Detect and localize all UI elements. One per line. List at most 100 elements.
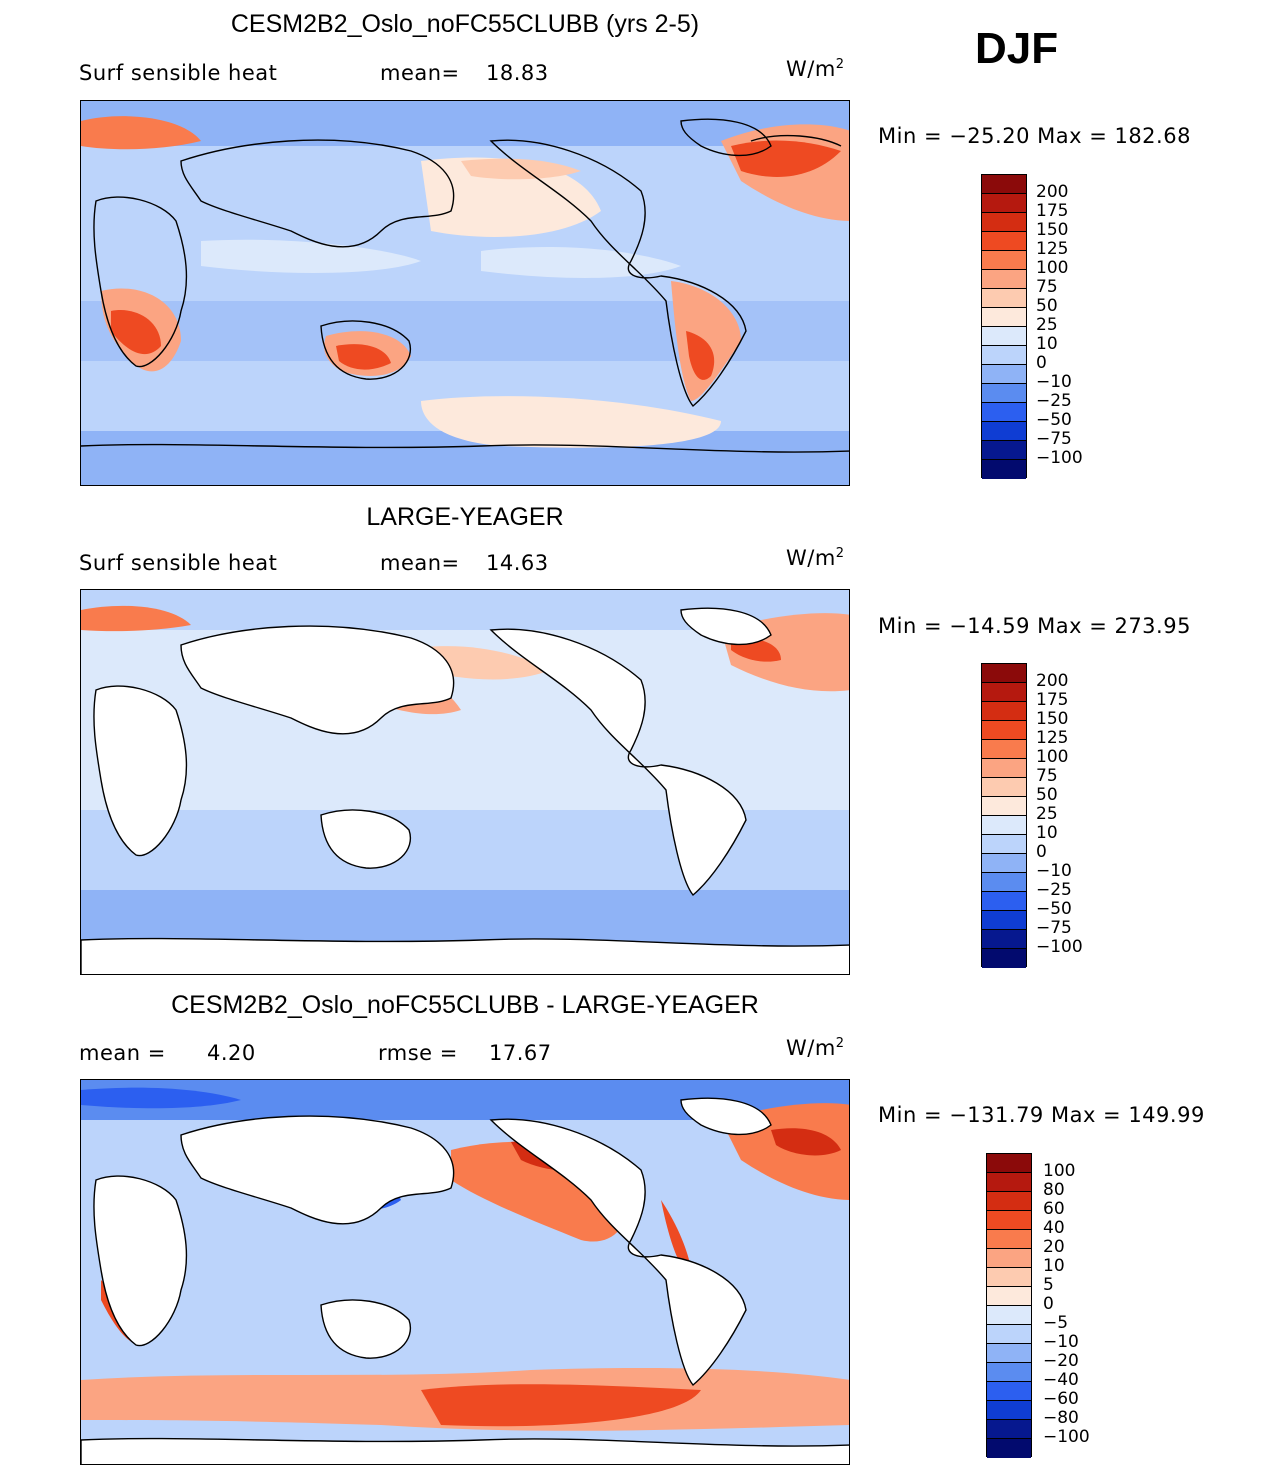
- colorbar-tick-label: 50: [1036, 296, 1058, 316]
- colorbar-tick-label: 0: [1043, 1294, 1054, 1314]
- panel-2-colorbar: [981, 663, 1027, 968]
- colorbar-segment: [987, 1420, 1031, 1439]
- colorbar-segment: [982, 740, 1026, 759]
- colorbar-segment: [982, 251, 1026, 270]
- season-label: DJF: [975, 24, 1059, 73]
- panel-3-map: [80, 1079, 850, 1465]
- colorbar-tick-label: −80: [1043, 1408, 1079, 1428]
- colorbar-tick-label: 125: [1036, 728, 1069, 748]
- colorbar-tick-label: −25: [1036, 391, 1072, 411]
- colorbar-segment: [982, 270, 1026, 289]
- panel-3-units: W/m2: [786, 1036, 845, 1060]
- colorbar-segment: [982, 664, 1026, 683]
- colorbar-segment: [987, 1173, 1031, 1192]
- colorbar-segment: [982, 778, 1026, 797]
- colorbar-tick-label: 100: [1036, 747, 1069, 767]
- panel-1-minmax: Min = −25.20 Max = 182.68: [878, 124, 1191, 148]
- colorbar-segment: [987, 1249, 1031, 1268]
- colorbar-segment: [987, 1439, 1031, 1458]
- panel-2-mean-label: mean=: [380, 551, 460, 575]
- colorbar-tick-label: −10: [1036, 372, 1072, 392]
- colorbar-segment: [987, 1344, 1031, 1363]
- colorbar-segment: [982, 213, 1026, 232]
- colorbar-segment: [987, 1382, 1031, 1401]
- colorbar-tick-label: 150: [1036, 220, 1069, 240]
- colorbar-segment: [982, 422, 1026, 441]
- colorbar-segment: [982, 892, 1026, 911]
- colorbar-tick-label: −50: [1036, 899, 1072, 919]
- colorbar-segment: [982, 854, 1026, 873]
- colorbar-tick-label: 125: [1036, 239, 1069, 259]
- colorbar-segment: [982, 835, 1026, 854]
- colorbar-segment: [982, 911, 1026, 930]
- panel-3-rmse-label: rmse =: [378, 1041, 458, 1065]
- panel-2-mean-value: 14.63: [486, 551, 549, 575]
- panel-3-rmse-value: 17.67: [489, 1041, 552, 1065]
- colorbar-tick-label: 40: [1043, 1218, 1065, 1238]
- colorbar-tick-label: 200: [1036, 182, 1069, 202]
- colorbar-tick-label: −10: [1043, 1332, 1079, 1352]
- colorbar-segment: [982, 441, 1026, 460]
- colorbar-tick-label: 200: [1036, 671, 1069, 691]
- colorbar-tick-label: 5: [1043, 1275, 1054, 1295]
- panel-2-minmax: Min = −14.59 Max = 273.95: [878, 614, 1191, 638]
- panel-1-units: W/m2: [786, 57, 845, 81]
- colorbar-tick-label: −75: [1036, 429, 1072, 449]
- colorbar-segment: [982, 194, 1026, 213]
- colorbar-segment: [982, 308, 1026, 327]
- colorbar-tick-label: 175: [1036, 201, 1069, 221]
- panel-2-units: W/m2: [786, 546, 845, 570]
- colorbar-segment: [982, 365, 1026, 384]
- colorbar-tick-label: 25: [1036, 804, 1058, 824]
- colorbar-segment: [987, 1325, 1031, 1344]
- panel-1-title: CESM2B2_Oslo_noFC55CLUBB (yrs 2-5): [230, 10, 700, 38]
- colorbar-tick-label: 10: [1043, 1256, 1065, 1276]
- panel-2-variable-label: Surf sensible heat: [79, 551, 278, 575]
- colorbar-segment: [987, 1268, 1031, 1287]
- colorbar-tick-label: −75: [1036, 918, 1072, 938]
- colorbar-segment: [982, 683, 1026, 702]
- colorbar-tick-label: −40: [1043, 1370, 1079, 1390]
- colorbar-tick-label: 100: [1043, 1161, 1076, 1181]
- colorbar-segment: [982, 721, 1026, 740]
- colorbar-segment: [982, 346, 1026, 365]
- colorbar-segment: [982, 460, 1026, 479]
- colorbar-segment: [982, 797, 1026, 816]
- colorbar-tick-label: 75: [1036, 766, 1058, 786]
- colorbar-segment: [987, 1211, 1031, 1230]
- colorbar-tick-label: 60: [1043, 1199, 1065, 1219]
- panel-3-mean-label: mean =: [79, 1041, 166, 1065]
- panel-1-colorbar: [981, 174, 1027, 479]
- colorbar-segment: [982, 403, 1026, 422]
- colorbar-tick-label: 175: [1036, 690, 1069, 710]
- colorbar-tick-label: −100: [1043, 1427, 1090, 1447]
- panel-1-mean-label: mean=: [380, 61, 460, 85]
- colorbar-tick-label: −5: [1043, 1313, 1069, 1333]
- colorbar-segment: [987, 1154, 1031, 1173]
- panel-1-map-field: [81, 101, 849, 485]
- colorbar-tick-label: −50: [1036, 410, 1072, 430]
- colorbar-tick-label: 20: [1043, 1237, 1065, 1257]
- panel-1-map: [80, 100, 850, 486]
- colorbar-tick-label: −60: [1043, 1389, 1079, 1409]
- panel-2-map-field: [81, 590, 849, 974]
- colorbar-tick-label: 150: [1036, 709, 1069, 729]
- colorbar-segment: [982, 816, 1026, 835]
- colorbar-segment: [982, 759, 1026, 778]
- colorbar-tick-label: −100: [1036, 937, 1083, 957]
- colorbar-segment: [982, 873, 1026, 892]
- colorbar-tick-label: 80: [1043, 1180, 1065, 1200]
- colorbar-segment: [982, 289, 1026, 308]
- colorbar-segment: [987, 1230, 1031, 1249]
- colorbar-segment: [982, 232, 1026, 251]
- colorbar-tick-label: 0: [1036, 842, 1047, 862]
- colorbar-tick-label: −20: [1043, 1351, 1079, 1371]
- colorbar-segment: [982, 930, 1026, 949]
- panel-1-mean-value: 18.83: [486, 61, 549, 85]
- colorbar-tick-label: 25: [1036, 315, 1058, 335]
- panel-3-title: CESM2B2_Oslo_noFC55CLUBB - LARGE-YEAGER: [171, 991, 759, 1019]
- panel-1-variable-label: Surf sensible heat: [79, 61, 278, 85]
- panel-3-colorbar: [986, 1153, 1032, 1458]
- colorbar-segment: [987, 1287, 1031, 1306]
- colorbar-segment: [982, 175, 1026, 194]
